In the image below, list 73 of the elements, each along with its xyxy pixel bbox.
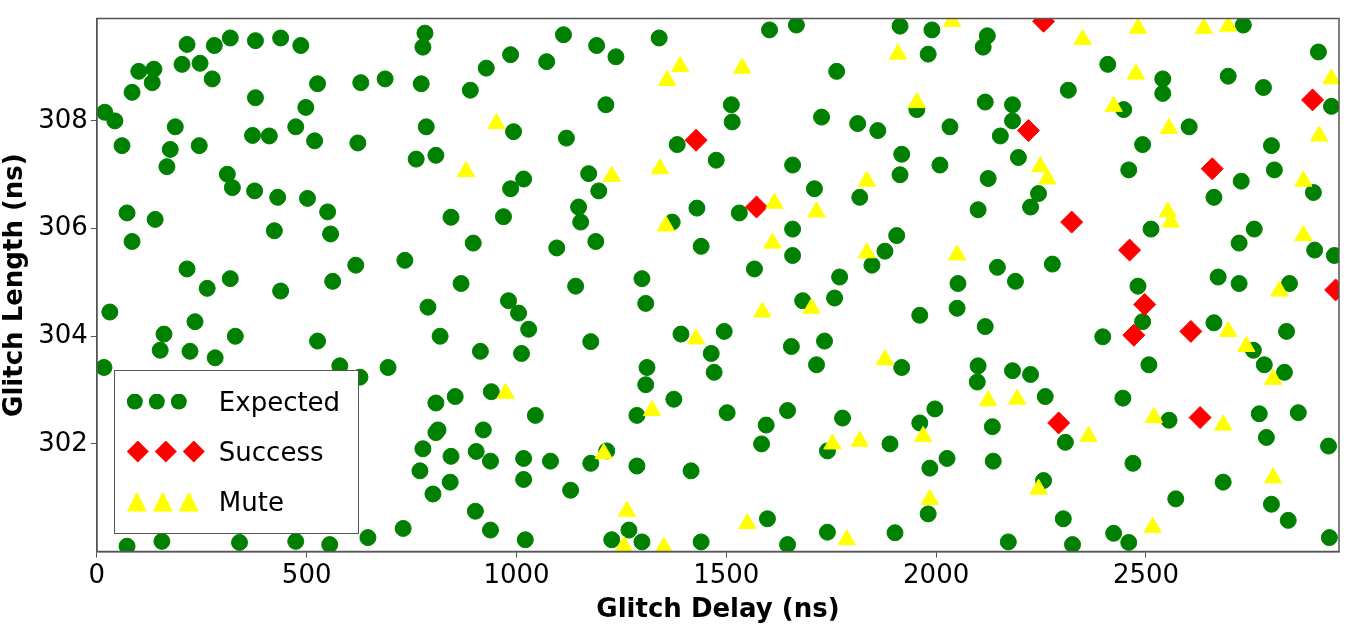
y-tick-label: 304 xyxy=(38,319,88,349)
point xyxy=(1219,320,1238,337)
point xyxy=(654,536,673,552)
point xyxy=(642,400,662,417)
point xyxy=(1194,18,1214,34)
point xyxy=(1031,156,1050,173)
point xyxy=(753,301,772,318)
x-tick-label: 2000 xyxy=(903,558,970,589)
point xyxy=(979,390,998,407)
point xyxy=(1144,407,1164,424)
point xyxy=(614,535,634,552)
point xyxy=(875,349,895,366)
point xyxy=(1219,18,1238,32)
point xyxy=(456,161,476,177)
x-tick-label: 0 xyxy=(88,558,106,589)
point xyxy=(913,425,933,442)
point xyxy=(837,529,856,546)
point xyxy=(1310,125,1329,142)
y-tick-label: 306 xyxy=(38,211,88,242)
point xyxy=(496,382,515,399)
point xyxy=(1143,516,1162,533)
point xyxy=(602,165,621,182)
point xyxy=(857,242,877,259)
point xyxy=(1263,368,1283,385)
point xyxy=(763,232,782,249)
point xyxy=(670,56,690,73)
point xyxy=(1128,18,1148,34)
x-tick-label: 1500 xyxy=(693,558,760,589)
point xyxy=(1214,414,1233,431)
point xyxy=(807,201,826,218)
point xyxy=(733,57,752,74)
point xyxy=(823,433,842,450)
point xyxy=(765,192,784,209)
point xyxy=(656,215,676,232)
point xyxy=(857,170,877,187)
point xyxy=(802,297,821,314)
x-tick-label: 500 xyxy=(281,558,332,589)
point xyxy=(920,488,939,505)
point xyxy=(617,500,637,517)
point xyxy=(1270,280,1289,297)
point xyxy=(1029,478,1048,495)
point xyxy=(1007,388,1027,405)
point xyxy=(657,70,677,87)
point xyxy=(1079,425,1098,442)
point xyxy=(907,92,926,109)
y-tick-label: 308 xyxy=(38,103,88,134)
legend-label: Mute xyxy=(218,486,284,517)
legend-label: Expected xyxy=(218,386,341,417)
point xyxy=(1294,170,1313,187)
x-axis-title: Glitch Delay (ns) xyxy=(596,593,840,624)
point xyxy=(1322,68,1339,85)
point xyxy=(650,158,670,175)
point xyxy=(1294,225,1313,242)
point xyxy=(594,443,613,460)
x-tick-label: 1000 xyxy=(483,558,550,589)
point xyxy=(1237,335,1256,352)
point xyxy=(738,513,757,530)
point xyxy=(1159,117,1179,134)
legend-label: Success xyxy=(218,436,324,467)
point xyxy=(850,430,869,447)
point xyxy=(1126,63,1146,80)
point xyxy=(1133,292,1157,316)
point xyxy=(686,328,706,345)
x-tick-label: 2500 xyxy=(1112,558,1180,589)
point xyxy=(1104,95,1123,112)
y-tick-label: 302 xyxy=(38,426,88,457)
point xyxy=(888,43,908,60)
point xyxy=(1263,467,1283,484)
point xyxy=(947,244,967,261)
y-axis-title: Glitch Length (ns) xyxy=(0,153,29,417)
point xyxy=(1038,168,1057,185)
point xyxy=(1073,29,1092,46)
point xyxy=(487,113,506,130)
